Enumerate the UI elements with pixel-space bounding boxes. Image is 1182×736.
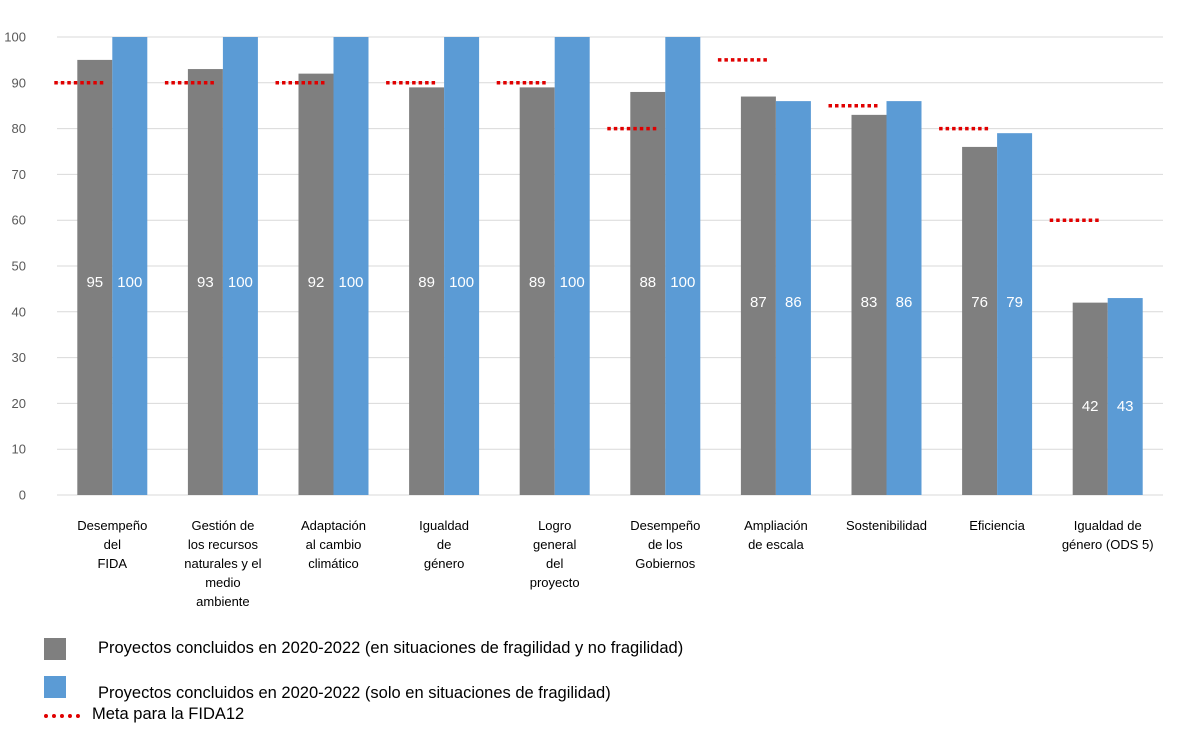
- data-label: 87: [750, 294, 767, 311]
- legend-dash-red: [44, 714, 80, 718]
- y-tick-label: 70: [12, 167, 26, 182]
- y-tick-label: 50: [12, 259, 26, 274]
- bar-blue: [444, 37, 480, 495]
- y-tick-label: 20: [12, 396, 26, 411]
- legend-swatch-blue: [44, 676, 66, 698]
- legend-label-series-1: Proyectos concluidos en 2020-2022 (en si…: [98, 639, 684, 657]
- y-axis-ticks: 0 10 20 30 40 50 60 70 80 90 100: [4, 30, 26, 503]
- y-tick-label: 100: [4, 30, 26, 45]
- bar-blue: [665, 37, 701, 495]
- data-label: 100: [338, 274, 363, 291]
- bar-blue: [1107, 298, 1143, 495]
- data-label: 76: [971, 294, 988, 311]
- category-label: Desempeño de los Gobiernos: [630, 518, 700, 571]
- category-label: Eficiencia: [969, 518, 1025, 533]
- data-label: 43: [1117, 398, 1134, 415]
- category-label: Adaptación al cambio climático: [301, 518, 366, 571]
- data-label: 86: [896, 294, 913, 311]
- data-label: 95: [86, 274, 103, 291]
- category-label: Igualdad de género: [419, 518, 469, 571]
- data-label: 86: [785, 294, 802, 311]
- bar-gray: [519, 87, 555, 495]
- y-tick-label: 0: [19, 488, 26, 503]
- y-tick-label: 60: [12, 213, 26, 228]
- data-label: 100: [117, 274, 142, 291]
- data-label: 89: [529, 274, 546, 291]
- data-label: 42: [1082, 398, 1099, 415]
- bar-blue: [775, 101, 811, 496]
- category-label: Gestión de los recursos naturales y el medi…: [184, 518, 261, 609]
- category-label: Logro general del proyecto: [530, 518, 580, 590]
- data-label: 79: [1006, 294, 1023, 311]
- category-label: Desempeño del FIDA: [77, 518, 147, 571]
- bar-blue: [554, 37, 590, 495]
- bar-blue: [112, 37, 148, 495]
- data-label: 100: [670, 274, 695, 291]
- y-tick-label: 40: [12, 304, 26, 319]
- bar-gray: [962, 146, 998, 496]
- bars: [77, 37, 1143, 496]
- data-labels: 95 100 93 100 92 100 89 100 89 100 88 100 87 86 83 86 76…: [86, 274, 1133, 415]
- category-labels: Desempeño del FIDA Gestión de los recursos na…: [77, 518, 1153, 609]
- legend-swatch-gray: [44, 638, 66, 660]
- bar-gray: [851, 114, 887, 496]
- bar-blue: [997, 133, 1033, 495]
- bar-gray: [298, 73, 334, 495]
- category-label: Igualdad de género (ODS 5): [1062, 518, 1154, 552]
- y-tick-label: 80: [12, 121, 26, 136]
- data-label: 92: [308, 274, 325, 291]
- legend-label-series-2: Proyectos concluidos en 2020-2022 (solo …: [98, 684, 611, 702]
- y-tick-label: 90: [12, 75, 26, 90]
- y-tick-label: 10: [12, 442, 26, 457]
- data-label: 100: [560, 274, 585, 291]
- data-label: 93: [197, 274, 214, 291]
- bar-gray: [409, 87, 445, 495]
- bar-chart: 0 10 20 30 40 50 60 70 80 90 100 95 100 93 100 92 100 89…: [4, 30, 1163, 609]
- data-label: 100: [449, 274, 474, 291]
- bar-blue: [222, 37, 258, 495]
- bar-gray: [740, 96, 776, 495]
- bar-blue: [886, 101, 922, 496]
- bar-gray: [1072, 302, 1108, 495]
- data-label: 89: [418, 274, 435, 291]
- category-label: Sostenibilidad: [846, 518, 927, 533]
- y-tick-label: 30: [12, 350, 26, 365]
- category-label: Ampliación de escala: [744, 518, 808, 552]
- bar-gray: [187, 69, 223, 495]
- bar-blue: [333, 37, 369, 495]
- bar-gray: [77, 59, 113, 496]
- data-label: 100: [228, 274, 253, 291]
- legend-label-target: Meta para la FIDA12: [92, 705, 245, 723]
- data-label: 88: [639, 274, 656, 291]
- data-label: 83: [861, 294, 878, 311]
- target-markers: [54, 58, 1102, 222]
- bar-gray: [630, 91, 666, 496]
